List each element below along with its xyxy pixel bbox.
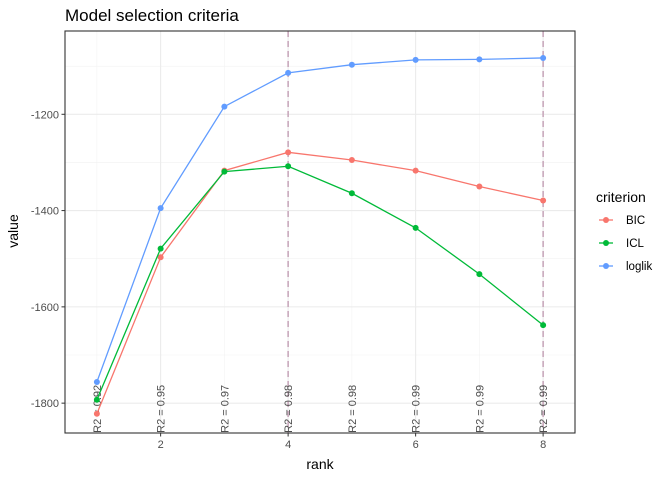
series-line-icl [96, 165, 544, 401]
y-tick-label: -1600 [31, 302, 59, 314]
series-lines [93, 54, 547, 417]
legend-key-point-bic [603, 217, 609, 223]
x-tick-label: 2 [158, 439, 164, 451]
data-point-loglik [285, 69, 292, 76]
data-point-bic [412, 167, 419, 174]
minor-gridlines [65, 31, 575, 433]
legend-label-icl: ICL [626, 238, 645, 250]
r2-annotations: R2 = 0.92 R2 = 0.95 R2 = 0.97 R2 = 0.98 R2 =… [92, 385, 550, 433]
y-tick-label: -1200 [31, 109, 59, 121]
data-point-bic [540, 197, 547, 204]
data-point-loglik [540, 54, 547, 61]
data-point-loglik [348, 61, 355, 68]
axis-ticks: 2 4 6 8 -1200 -1400 -1600 -1800 [31, 109, 546, 451]
data-point-loglik [412, 56, 419, 63]
r2-annotation: R2 = 0.98 [283, 385, 295, 433]
data-point-bic [476, 183, 483, 190]
x-tick-label: 8 [540, 439, 546, 451]
series-line-bic [96, 151, 544, 414]
series-line-loglik [96, 57, 544, 383]
x-axis-title: rank [306, 456, 334, 472]
r2-annotation: R2 = 0.92 [92, 385, 104, 433]
data-point-icl [476, 271, 483, 278]
legend-key-point-icl [603, 240, 609, 246]
chart-title: Model selection criteria [65, 6, 239, 25]
data-point-icl [540, 322, 547, 329]
data-point-bic [348, 157, 355, 164]
legend: criterion BIC ICL loglik [596, 189, 652, 273]
data-point-loglik [93, 378, 100, 385]
major-gridlines [65, 31, 575, 433]
r2-annotation: R2 = 0.97 [219, 385, 231, 433]
data-point-icl [157, 245, 164, 252]
r2-annotation: R2 = 0.99 [411, 385, 423, 433]
data-point-icl [221, 168, 228, 175]
legend-label-loglik: loglik [626, 261, 652, 273]
legend-key-point-loglik [603, 263, 609, 269]
r2-annotation: R2 = 0.99 [538, 385, 550, 433]
legend-title: criterion [596, 189, 646, 205]
x-tick-label: 6 [413, 439, 419, 451]
legend-label-bic: BIC [626, 215, 645, 227]
y-tick-label: -1800 [31, 398, 59, 410]
data-point-icl [348, 190, 355, 197]
r2-annotation: R2 = 0.99 [474, 385, 486, 433]
data-point-loglik [157, 205, 164, 212]
data-point-icl [412, 224, 419, 231]
data-point-loglik [221, 103, 228, 110]
data-point-bic [285, 149, 292, 156]
data-point-loglik [476, 56, 483, 63]
y-tick-label: -1400 [31, 206, 59, 218]
selected-rank-lines [287, 31, 544, 433]
data-point-bic [93, 410, 100, 417]
y-axis-title: value [5, 214, 21, 248]
panel-border [64, 30, 576, 434]
data-point-icl [93, 396, 100, 403]
x-tick-label: 4 [285, 439, 291, 451]
data-point-icl [285, 163, 292, 170]
r2-annotation: R2 = 0.95 [156, 385, 168, 433]
r2-annotation: R2 = 0.98 [347, 385, 359, 433]
data-point-bic [157, 254, 164, 261]
